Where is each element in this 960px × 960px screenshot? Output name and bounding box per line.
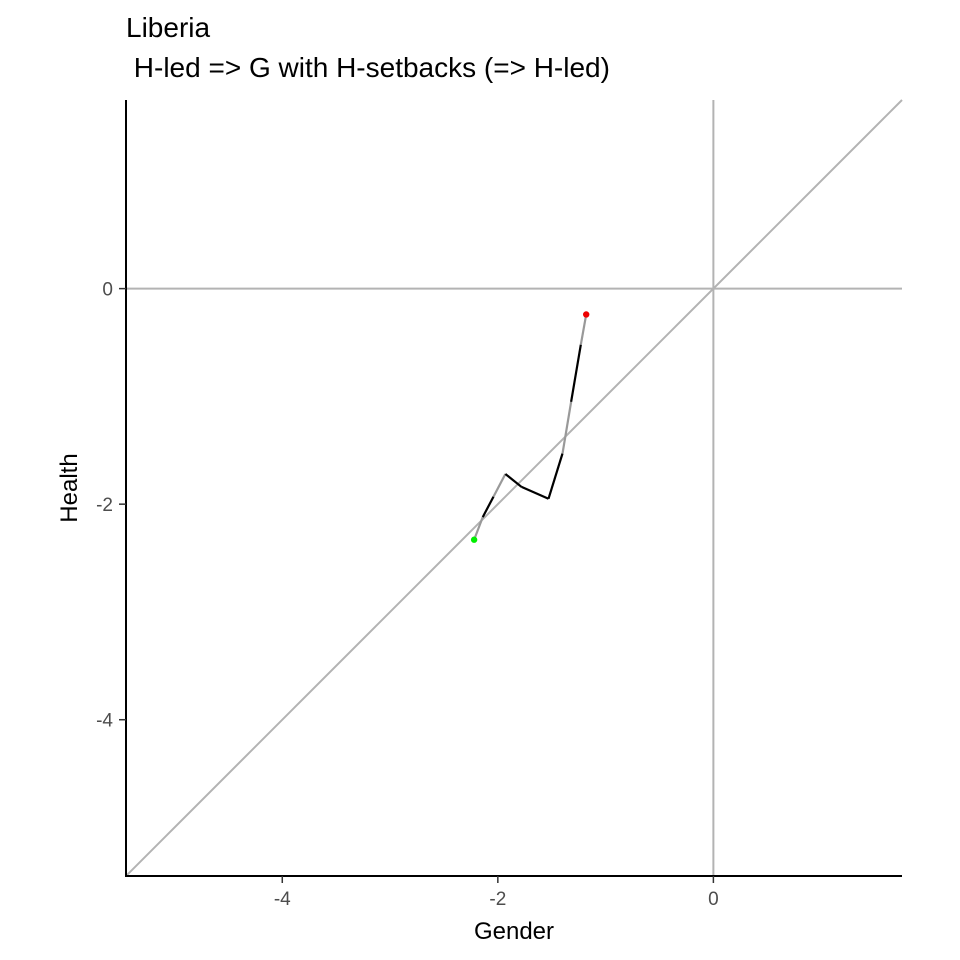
trajectory-segment bbox=[481, 496, 495, 518]
y-tick-label: 0 bbox=[102, 280, 113, 301]
x-tick-label: -4 bbox=[274, 889, 291, 910]
start-point bbox=[470, 536, 478, 543]
trajectory-segment bbox=[521, 485, 549, 500]
x-tick-label: 0 bbox=[708, 889, 719, 910]
trajectory-segment bbox=[473, 516, 484, 541]
trajectory-segment bbox=[561, 401, 573, 454]
x-tick-label: -2 bbox=[489, 889, 506, 910]
ticks: -4 -2 0 -4 -2 0 bbox=[96, 280, 719, 910]
y-axis-title: Health bbox=[56, 453, 83, 522]
x-axis-title: Gender bbox=[474, 918, 554, 945]
trajectory-segment bbox=[579, 314, 588, 345]
series-layer bbox=[470, 311, 590, 543]
chart-title: Liberia bbox=[126, 12, 210, 43]
trajectory-segment bbox=[492, 473, 507, 498]
y-tick-label: -4 bbox=[96, 711, 113, 732]
y-tick-label: -2 bbox=[96, 495, 113, 516]
trajectory-segment bbox=[570, 344, 582, 402]
trajectory-segment bbox=[547, 453, 564, 500]
reference-lines bbox=[125, 99, 903, 877]
axes bbox=[125, 100, 902, 877]
chart-subtitle: H-led => G with H-setbacks (=> H-led) bbox=[126, 52, 610, 83]
end-point bbox=[583, 311, 590, 318]
diagonal-reference-line bbox=[125, 99, 903, 877]
trajectory-segment bbox=[504, 473, 523, 488]
